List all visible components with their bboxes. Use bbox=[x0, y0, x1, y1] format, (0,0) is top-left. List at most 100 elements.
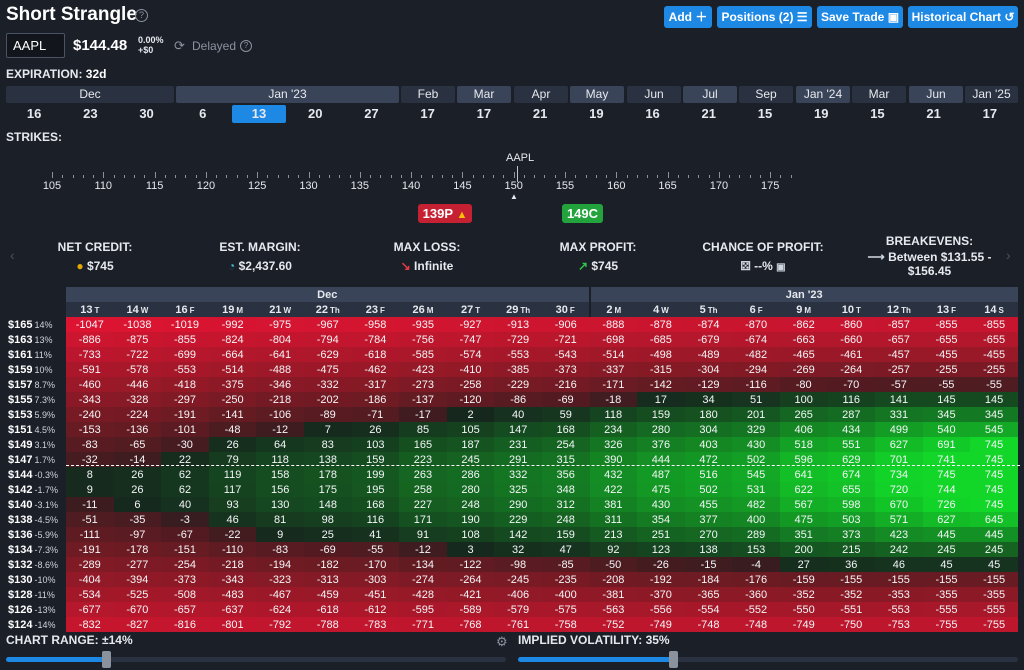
expiration-day[interactable]: 21 bbox=[532, 106, 548, 121]
pl-cell: 25 bbox=[303, 527, 352, 542]
strike-tick bbox=[308, 172, 310, 178]
ticker-input[interactable]: AAPL bbox=[6, 33, 65, 58]
chart-range-handle[interactable] bbox=[102, 651, 111, 668]
pl-cell: -553 bbox=[875, 602, 923, 617]
refresh-icon[interactable]: ⟳ bbox=[174, 38, 185, 53]
expiration-day[interactable]: 17 bbox=[476, 106, 492, 121]
stats-prev-arrow-icon[interactable]: ‹ bbox=[10, 247, 15, 263]
put-strike-handle[interactable]: 139P ▲ bbox=[418, 204, 472, 223]
pl-cell: 701 bbox=[875, 452, 923, 467]
month-mar-24[interactable]: Mar bbox=[852, 86, 906, 103]
save-trade-button[interactable]: Save Trade ▣ bbox=[817, 6, 903, 28]
expiration-day[interactable]: 15 bbox=[757, 106, 773, 121]
pl-cell: 741 bbox=[922, 452, 971, 467]
expiration-day[interactable]: 16 bbox=[26, 106, 42, 121]
pl-cell: 345 bbox=[970, 407, 1018, 422]
month-feb[interactable]: Feb bbox=[401, 86, 455, 103]
strike-tick bbox=[739, 175, 741, 178]
month-may[interactable]: May bbox=[570, 86, 624, 103]
expiration-day[interactable]: 27 bbox=[364, 106, 379, 121]
expiration-day[interactable]: 19 bbox=[589, 106, 604, 121]
pl-cell: -218 bbox=[208, 557, 257, 572]
underlying-marker-line bbox=[517, 166, 518, 182]
pl-cell: -747 bbox=[446, 332, 495, 347]
implied-volatility-slider[interactable] bbox=[518, 651, 1018, 668]
strike-tick bbox=[544, 175, 546, 178]
row-price-label: $151 4.5% bbox=[6, 422, 66, 437]
month-dec[interactable]: Dec bbox=[6, 86, 174, 103]
expiration-days: 16 23 30 6 13 20 27 17 17 21 19 16 21 15 19 15 21 17 bbox=[6, 105, 1018, 123]
expiration-day[interactable]: 6 bbox=[199, 106, 207, 121]
pl-cell: 79 bbox=[208, 452, 257, 467]
expiration-day[interactable]: 19 bbox=[813, 106, 829, 121]
pl-cell: 502 bbox=[732, 452, 780, 467]
historical-chart-button[interactable]: Historical Chart ↺ bbox=[908, 6, 1018, 28]
month-jan-23[interactable]: Jan '23 bbox=[176, 86, 399, 103]
expiration-day[interactable]: 21 bbox=[926, 106, 941, 121]
pl-cell: 373 bbox=[827, 527, 876, 542]
pl-cell: -375 bbox=[208, 377, 257, 392]
chart-range-slider[interactable] bbox=[6, 651, 506, 668]
pl-cell: -365 bbox=[684, 587, 733, 602]
pl-cell: 455 bbox=[684, 497, 733, 512]
pl-cell: 187 bbox=[446, 437, 495, 452]
month-mar[interactable]: Mar bbox=[457, 86, 511, 103]
positions-button[interactable]: Positions (2) ☰ bbox=[717, 6, 812, 28]
expiration-day[interactable]: 23 bbox=[83, 106, 98, 121]
month-jun-24[interactable]: Jun bbox=[909, 86, 963, 103]
stats-next-arrow-icon[interactable]: › bbox=[1006, 247, 1011, 263]
expiration-day[interactable]: 16 bbox=[645, 106, 660, 121]
month-apr[interactable]: Apr bbox=[514, 86, 568, 103]
delayed-help-icon[interactable]: ? bbox=[240, 40, 252, 52]
add-button[interactable]: Add ＋ bbox=[664, 6, 712, 28]
expiration-day[interactable]: 30 bbox=[139, 106, 154, 121]
pl-cell: -488 bbox=[256, 362, 304, 377]
expiration-day[interactable]: 13 bbox=[231, 105, 287, 123]
month-jan-24[interactable]: Jan '24 bbox=[796, 86, 850, 103]
table-row: $138 -4.5% -51 -35 -3 46 81 98 116 171 190 229 248 31… bbox=[6, 512, 1018, 527]
pl-cell: 148 bbox=[303, 497, 352, 512]
pl-cell: -297 bbox=[161, 392, 209, 407]
pl-cell: -406 bbox=[494, 587, 542, 602]
pl-cell: 92 bbox=[589, 542, 638, 557]
expiration-day[interactable]: 17 bbox=[420, 106, 435, 121]
pl-cell: -595 bbox=[399, 602, 447, 617]
month-sep[interactable]: Sep bbox=[739, 86, 793, 103]
pl-cell: -159 bbox=[779, 572, 828, 587]
expiration-day[interactable]: 15 bbox=[870, 106, 885, 121]
pl-cell: -498 bbox=[637, 347, 685, 362]
month-jun[interactable]: Jun bbox=[627, 86, 681, 103]
pl-cell: 168 bbox=[351, 497, 400, 512]
month-jul[interactable]: Jul bbox=[683, 86, 737, 103]
pl-cell: -679 bbox=[684, 332, 733, 347]
table-row: $126 -13% -677 -670 -657 -637 -624 -618 -612 -595… bbox=[6, 602, 1018, 617]
pl-cell: 2 bbox=[446, 407, 495, 422]
expiration-day[interactable]: 17 bbox=[982, 106, 998, 121]
pl-cell: 231 bbox=[494, 437, 542, 452]
pl-cell: -69 bbox=[541, 392, 590, 407]
strike-tick bbox=[103, 172, 105, 178]
expiration-day[interactable]: 21 bbox=[701, 106, 716, 121]
dice-icon: ⚄ bbox=[740, 259, 751, 273]
pl-cell: -153 bbox=[66, 422, 114, 437]
pl-cell: -722 bbox=[113, 347, 162, 362]
pl-cell: 629 bbox=[827, 452, 876, 467]
pl-cell: -455 bbox=[970, 347, 1018, 362]
pl-cell: 280 bbox=[446, 482, 495, 497]
pl-cell: -699 bbox=[161, 347, 209, 362]
settings-icon[interactable]: ⚙ bbox=[496, 634, 508, 649]
strike-tick bbox=[72, 175, 74, 178]
strike-tick bbox=[616, 172, 618, 178]
row-price-label: $126 -13% bbox=[6, 602, 66, 617]
implied-volatility-handle[interactable] bbox=[669, 651, 678, 668]
strike-tick bbox=[267, 175, 269, 178]
strike-tick bbox=[154, 172, 156, 178]
call-strike-handle[interactable]: 149C bbox=[562, 204, 603, 223]
pl-cell: -827 bbox=[113, 617, 162, 632]
help-icon[interactable]: ? bbox=[135, 9, 148, 22]
pl-cell: -65 bbox=[113, 437, 162, 452]
strike-tick bbox=[441, 175, 443, 178]
pl-cell: 445 bbox=[970, 527, 1018, 542]
month-jan-25[interactable]: Jan '25 bbox=[965, 86, 1018, 103]
expiration-day[interactable]: 20 bbox=[307, 106, 323, 121]
